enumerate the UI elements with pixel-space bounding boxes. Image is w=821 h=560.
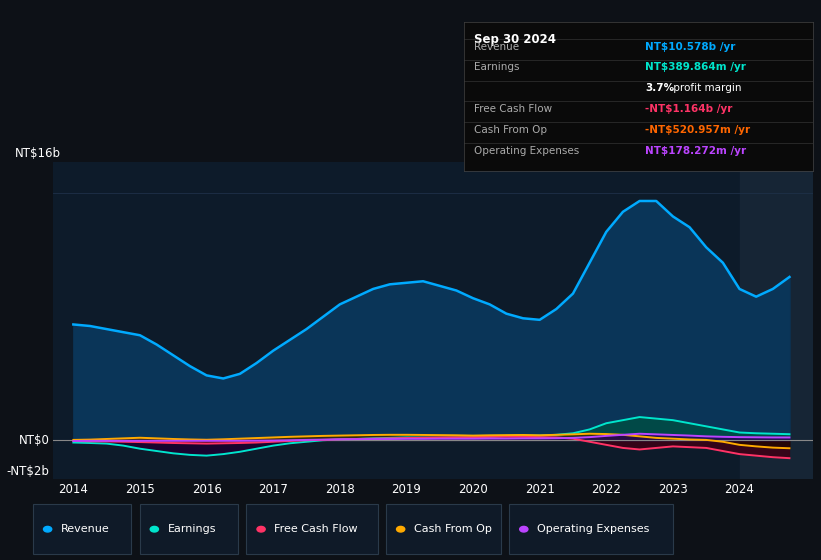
Text: NT$10.578b /yr: NT$10.578b /yr [645, 41, 736, 52]
Text: Revenue: Revenue [475, 41, 520, 52]
Text: Operating Expenses: Operating Expenses [537, 524, 649, 534]
Text: NT$0: NT$0 [19, 433, 49, 447]
Text: Earnings: Earnings [167, 524, 216, 534]
Text: 3.7%: 3.7% [645, 83, 674, 94]
Text: NT$16b: NT$16b [15, 147, 61, 160]
Text: -NT$520.957m /yr: -NT$520.957m /yr [645, 125, 750, 135]
Text: NT$389.864m /yr: NT$389.864m /yr [645, 63, 746, 72]
Text: Revenue: Revenue [61, 524, 109, 534]
Text: Free Cash Flow: Free Cash Flow [274, 524, 358, 534]
Bar [740, 162, 813, 479]
Text: profit margin: profit margin [670, 83, 741, 94]
Text: NT$178.272m /yr: NT$178.272m /yr [645, 146, 746, 156]
Text: -NT$2b: -NT$2b [7, 465, 49, 478]
Text: Earnings: Earnings [475, 63, 520, 72]
Text: Operating Expenses: Operating Expenses [475, 146, 580, 156]
Text: Cash From Op: Cash From Op [475, 125, 548, 135]
Text: Free Cash Flow: Free Cash Flow [475, 104, 553, 114]
Text: Sep 30 2024: Sep 30 2024 [475, 33, 557, 46]
Text: -NT$1.164b /yr: -NT$1.164b /yr [645, 104, 732, 114]
Text: Cash From Op: Cash From Op [414, 524, 492, 534]
